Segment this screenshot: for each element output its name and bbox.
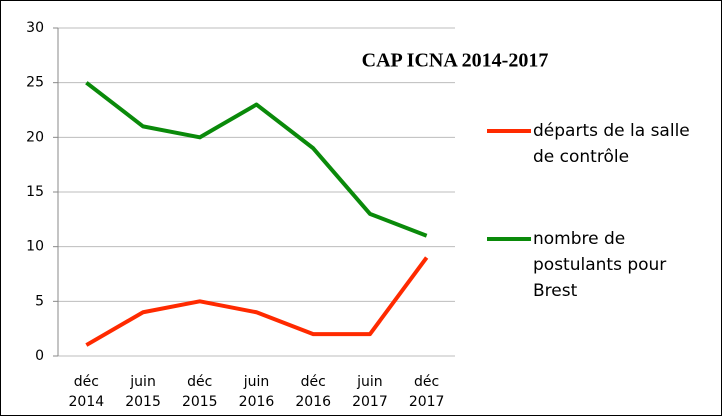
legend-label: nombre de postulants pour Brest bbox=[533, 229, 667, 301]
x-tick-label: déc 2015 bbox=[181, 374, 218, 410]
y-tick-label: 25 bbox=[26, 75, 44, 91]
chart-title: CAP ICNA 2014-2017 bbox=[362, 50, 549, 72]
y-tick-label: 15 bbox=[26, 184, 44, 200]
x-tick-label: juin 2017 bbox=[352, 374, 388, 410]
x-tick-label: juin 2016 bbox=[238, 374, 275, 410]
data-line bbox=[85, 81, 428, 238]
y-tick-label: 20 bbox=[26, 129, 44, 145]
x-tick-label: déc 2016 bbox=[295, 374, 332, 410]
legend-label: départs de la salle de contrôle bbox=[533, 121, 690, 167]
y-tick-label: 5 bbox=[35, 293, 44, 309]
y-tick-label: 10 bbox=[26, 239, 44, 255]
y-tick-label: 0 bbox=[35, 348, 44, 364]
x-tick-label: déc 2017 bbox=[408, 374, 445, 410]
y-tick-label: 30 bbox=[26, 20, 44, 36]
x-tick-label: déc 2014 bbox=[68, 374, 105, 410]
data-line bbox=[85, 256, 429, 347]
x-tick-label: juin 2015 bbox=[125, 374, 161, 410]
